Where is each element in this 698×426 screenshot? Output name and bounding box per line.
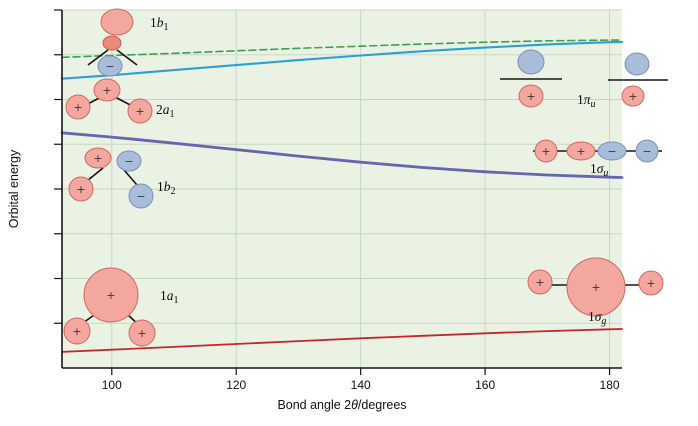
orbital-diagram-1sigmag: + + +: [527, 257, 664, 317]
h-orbital-negative: [128, 183, 154, 209]
x-axis-label-theta: θ: [351, 398, 358, 412]
plus-sign: +: [526, 90, 535, 103]
curve-1a1: [61, 328, 623, 353]
curve-2a1: [60, 40, 624, 80]
orbital-diagram-1piu: + +: [500, 49, 668, 108]
orbital-lobe-negative: [116, 150, 142, 172]
orbital-diagram-1b1: [87, 8, 138, 66]
plus-sign: +: [102, 84, 111, 97]
orbital-label-1a1: 1a1: [160, 288, 179, 306]
orbital-lobe-negative: [517, 49, 545, 75]
h-orbital-positive: [63, 317, 91, 345]
orbital-lobe-inner: [102, 35, 122, 51]
plus-sign: +: [135, 105, 144, 118]
orbital-lobe-positive: [83, 267, 139, 323]
h-orbital-negative: [635, 139, 659, 163]
h-orbital-positive: [128, 319, 156, 347]
x-tick-label: 160: [475, 378, 495, 392]
orbital-diagram-2a1: − + + +: [65, 55, 153, 124]
orbital-label-2a1: 2a1: [156, 102, 175, 120]
h-orbital-positive: [527, 269, 553, 295]
plus-sign: +: [137, 327, 146, 340]
orbital-lobe-negative: [624, 52, 650, 76]
energy-curves: [60, 39, 624, 353]
x-axis-label-part: /degrees: [358, 398, 407, 412]
bond-lines: [87, 49, 138, 66]
orbital-label-1sigmag: 1σg: [588, 309, 606, 327]
plus-sign: +: [535, 276, 544, 289]
h-orbital-positive: [534, 139, 558, 163]
orbital-label-1sigmau: 1σu: [590, 161, 608, 179]
orbital-lobe-positive: [566, 141, 596, 161]
plus-sign: +: [106, 289, 115, 302]
minus-sign: −: [124, 155, 133, 168]
orbital-lobe-negative: [597, 141, 627, 161]
plus-sign: +: [646, 277, 655, 290]
orbital-lobe-positive: [518, 84, 544, 108]
orbital-label-1b2: 1b2: [157, 179, 176, 197]
orbital-label-1piu: 1πu: [577, 92, 596, 110]
axis-ticks: 100 120 140 160 180: [54, 9, 620, 392]
bond-lines: [86, 167, 138, 186]
h-orbital-positive: [638, 270, 664, 296]
orbital-lobe-positive: [100, 8, 134, 36]
orbital-diagram-1b2: + − + −: [68, 147, 154, 209]
plus-sign: +: [93, 152, 102, 165]
orbital-lobe-negative: [97, 55, 123, 77]
plus-sign: +: [72, 325, 81, 338]
x-tick-label: 140: [351, 378, 371, 392]
plus-sign: +: [628, 90, 637, 103]
plus-sign: +: [76, 183, 85, 196]
h-orbital-positive: [68, 176, 94, 202]
plus-sign: +: [576, 145, 585, 158]
minus-sign: −: [642, 145, 651, 158]
orbital-lobe-positive: [621, 85, 645, 107]
orbital-lobe-positive: [566, 257, 626, 317]
curve-1b2: [60, 131, 624, 179]
orbital-lobe-positive: [84, 147, 112, 169]
minus-sign: −: [607, 145, 616, 158]
curve-1b1: [61, 39, 623, 59]
h-orbital-positive: [127, 98, 153, 124]
h-orbital-positive: [65, 94, 91, 120]
x-axis-label: Bond angle 2θ/degrees: [277, 398, 406, 412]
x-tick-label: 120: [226, 378, 246, 392]
plus-sign: +: [591, 281, 600, 294]
orbital-diagram-1a1: + + +: [63, 267, 156, 347]
plus-sign: +: [541, 145, 550, 158]
orbital-lobe-positive: [93, 78, 121, 102]
orbital-diagram-1sigmau: + + − −: [533, 139, 662, 163]
minus-sign: −: [105, 60, 114, 73]
x-tick-label: 100: [102, 378, 122, 392]
minus-sign: −: [136, 190, 145, 203]
x-axis-label-part: Bond angle 2: [277, 398, 351, 412]
plus-sign: +: [73, 101, 82, 114]
orbital-label-1b1: 1b1: [150, 15, 169, 33]
x-tick-label: 180: [600, 378, 620, 392]
y-axis-label: Orbital energy: [7, 149, 21, 228]
